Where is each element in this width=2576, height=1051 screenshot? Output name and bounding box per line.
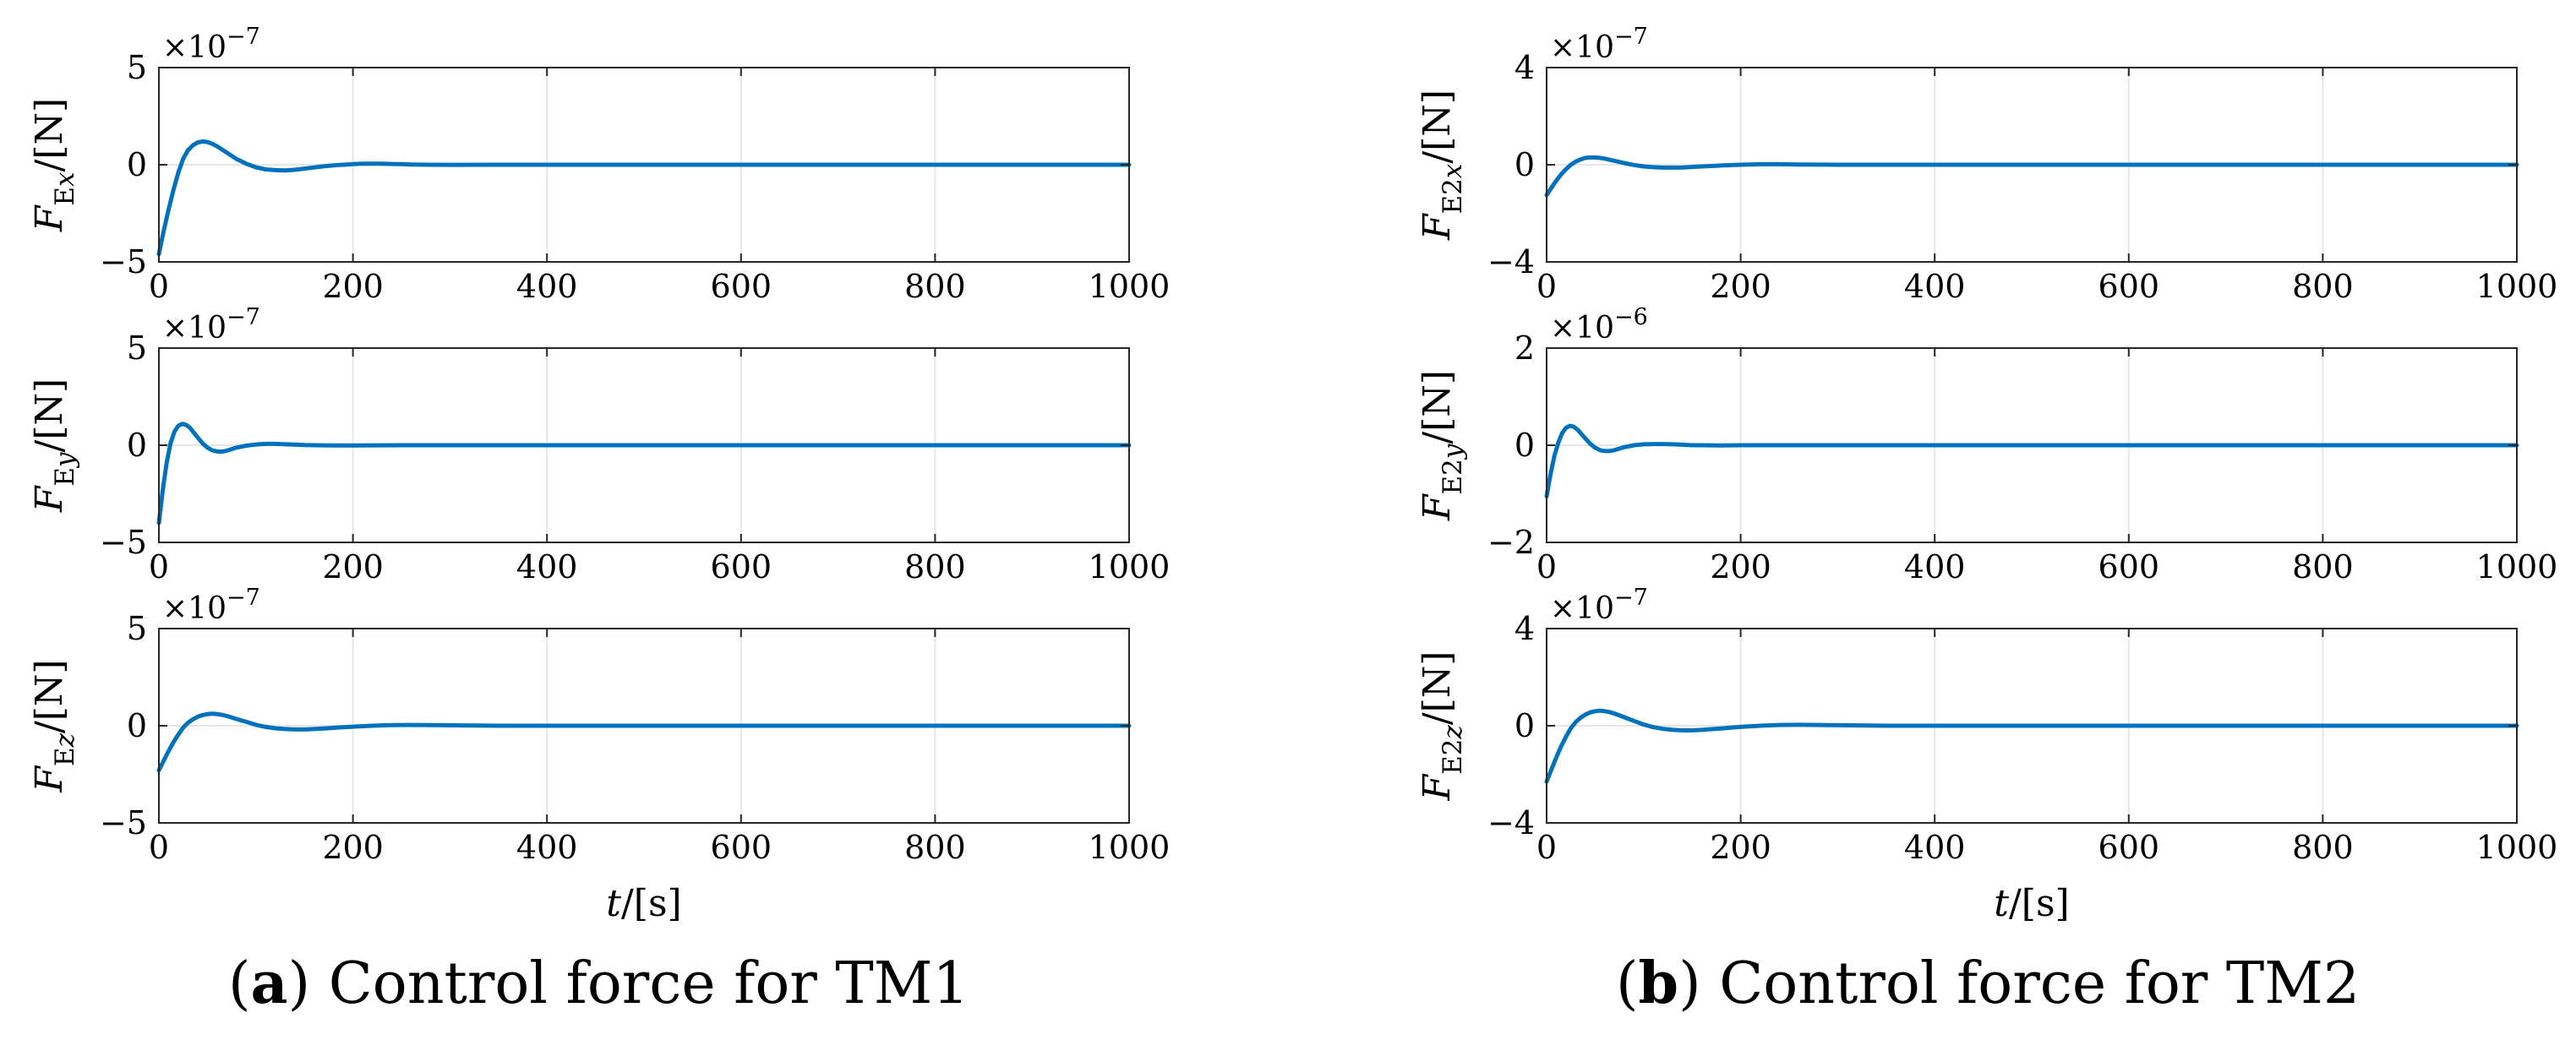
series-line-FEz bbox=[156, 711, 1132, 773]
y-tick-label: −4 bbox=[1487, 804, 1535, 841]
x-tick-label: 200 bbox=[322, 829, 384, 866]
y-tick-label: −2 bbox=[1487, 524, 1535, 561]
y-tick-label: 0 bbox=[127, 427, 147, 464]
axis-exponent-label: ×10−6 bbox=[1550, 304, 1648, 346]
x-axis-label: t/[s] bbox=[606, 882, 681, 925]
y-tick-label: −4 bbox=[1487, 243, 1535, 280]
y-tick-label: 0 bbox=[1514, 707, 1535, 744]
axis-exponent-label: ×10−7 bbox=[1550, 585, 1648, 626]
x-tick-label: 1000 bbox=[1089, 829, 1171, 866]
x-tick-label: 200 bbox=[322, 548, 384, 585]
x-tick-label: 0 bbox=[1536, 268, 1557, 305]
x-tick-label: 1000 bbox=[1089, 268, 1171, 305]
x-tick-label: 800 bbox=[2292, 829, 2354, 866]
y-axis-label: FE2x/[N] bbox=[1416, 90, 1468, 241]
x-tick-label: 800 bbox=[904, 829, 966, 866]
axis-exponent-label: ×10−7 bbox=[1550, 24, 1648, 65]
axis-exponent-label: ×10−7 bbox=[162, 585, 260, 626]
y-tick-label: 0 bbox=[127, 707, 147, 744]
y-tick-label: 2 bbox=[1514, 329, 1535, 367]
x-tick-label: 800 bbox=[904, 268, 966, 305]
x-tick-label: 800 bbox=[904, 548, 966, 585]
x-tick-label: 800 bbox=[2292, 268, 2354, 305]
y-axis-label: FE2z/[N] bbox=[1416, 651, 1468, 802]
x-tick-label: 400 bbox=[1904, 268, 1966, 305]
x-tick-label: 1000 bbox=[2476, 548, 2558, 585]
x-tick-label: 400 bbox=[516, 268, 578, 305]
x-tick-label: 0 bbox=[149, 829, 169, 866]
series-line-FE2z bbox=[1544, 708, 2519, 784]
y-tick-label: 0 bbox=[1514, 427, 1535, 464]
series-line-FEy bbox=[156, 422, 1132, 526]
x-tick-label: 0 bbox=[149, 548, 169, 585]
y-tick-label: 4 bbox=[1514, 49, 1535, 86]
y-tick-label: 0 bbox=[1514, 146, 1535, 183]
x-tick-label: 600 bbox=[2098, 548, 2160, 585]
y-tick-label: −5 bbox=[100, 524, 147, 561]
x-tick-label: 600 bbox=[711, 268, 772, 305]
y-tick-label: 5 bbox=[127, 49, 147, 86]
x-tick-label: 600 bbox=[711, 548, 772, 585]
caption-a: (a) Control force for TM1 bbox=[228, 950, 969, 1017]
y-axis-label: FEx/[N] bbox=[28, 98, 80, 232]
x-tick-label: 0 bbox=[149, 268, 169, 305]
x-tick-label: 200 bbox=[1710, 548, 1771, 585]
x-tick-label: 600 bbox=[2098, 268, 2160, 305]
x-tick-label: 200 bbox=[1710, 829, 1771, 866]
y-tick-label: 5 bbox=[127, 329, 147, 367]
x-tick-label: 400 bbox=[1904, 829, 1966, 866]
y-axis-label: FEz/[N] bbox=[28, 659, 80, 792]
y-axis-label: FE2y/[N] bbox=[1416, 370, 1468, 521]
axis-exponent-label: ×10−7 bbox=[162, 24, 260, 65]
y-tick-label: −5 bbox=[100, 243, 147, 280]
x-tick-label: 0 bbox=[1536, 548, 1557, 585]
x-tick-label: 400 bbox=[1904, 548, 1966, 585]
caption-b: (b) Control force for TM2 bbox=[1616, 950, 2360, 1017]
x-tick-label: 1000 bbox=[1089, 548, 1171, 585]
x-tick-label: 600 bbox=[2098, 829, 2160, 866]
axis-exponent-label: ×10−7 bbox=[162, 304, 260, 346]
x-tick-label: 1000 bbox=[2476, 829, 2558, 866]
y-tick-label: 5 bbox=[127, 610, 147, 647]
x-tick-label: 1000 bbox=[2476, 268, 2558, 305]
x-tick-label: 200 bbox=[1710, 268, 1771, 305]
y-tick-label: 4 bbox=[1514, 610, 1535, 647]
series-line-FEx bbox=[156, 139, 1132, 257]
series-line-FE2x bbox=[1544, 155, 2519, 198]
x-axis-label: t/[s] bbox=[1994, 882, 2069, 925]
series-line-FE2y bbox=[1544, 423, 2519, 498]
x-tick-label: 200 bbox=[322, 268, 384, 305]
x-tick-label: 400 bbox=[516, 829, 578, 866]
x-tick-label: 400 bbox=[516, 548, 578, 585]
x-tick-label: 800 bbox=[2292, 548, 2354, 585]
y-axis-label: FEy/[N] bbox=[28, 378, 80, 513]
x-tick-label: 600 bbox=[711, 829, 772, 866]
x-tick-label: 0 bbox=[1536, 829, 1557, 866]
y-tick-label: −5 bbox=[100, 804, 147, 841]
y-tick-label: 0 bbox=[127, 146, 147, 183]
